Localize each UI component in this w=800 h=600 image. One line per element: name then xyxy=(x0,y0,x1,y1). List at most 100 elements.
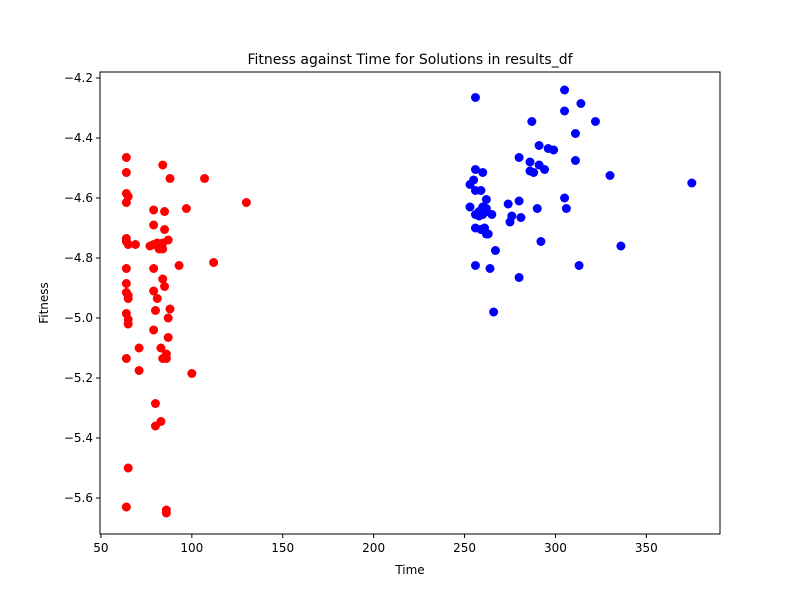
scatter-point-blue-24 xyxy=(476,186,486,195)
scatter-point-red-38 xyxy=(149,286,159,296)
scatter-point-red-17 xyxy=(121,354,131,363)
scatter-point-blue-12 xyxy=(525,157,535,167)
scatter-point-blue-1 xyxy=(560,85,570,95)
chart-title: Fitness against Time for Solutions in re… xyxy=(247,52,573,68)
scatter-point-blue-22 xyxy=(465,180,475,189)
scatter-point-blue-30 xyxy=(561,204,571,213)
scatter-point-blue-52 xyxy=(485,264,495,273)
scatter-point-blue-27 xyxy=(514,196,524,206)
y-tick-label-5: −5.2 xyxy=(64,371,93,385)
scatter-point-red-8 xyxy=(130,240,140,249)
scatter-point-red-10 xyxy=(121,279,131,288)
x-tick-label-250: 250 xyxy=(453,541,476,555)
scatter-point-blue-47 xyxy=(483,229,493,239)
scatter-point-blue-17 xyxy=(470,165,480,174)
scatter-point-blue-25 xyxy=(560,193,570,203)
scatter-point-red-33 xyxy=(158,244,168,254)
scatter-point-blue-39 xyxy=(478,210,488,219)
scatter-point-red-37 xyxy=(160,282,170,291)
scatter-point-blue-54 xyxy=(514,273,524,282)
scatter-point-blue-31 xyxy=(465,202,475,212)
scatter-point-red-36 xyxy=(158,274,168,284)
scatter-point-red-59 xyxy=(241,198,251,207)
x-tick-label-350: 350 xyxy=(635,541,658,555)
scatter-point-red-1 xyxy=(121,168,131,177)
scatter-point-blue-18 xyxy=(478,168,488,177)
scatter-point-blue-36 xyxy=(487,210,497,219)
x-axis-label: Time xyxy=(394,563,424,577)
scatter-point-red-55 xyxy=(174,261,184,270)
scatter-point-blue-3 xyxy=(560,106,570,116)
scatter-point-red-16 xyxy=(123,319,133,329)
scatter-point-red-22 xyxy=(158,160,168,170)
scatter-point-red-39 xyxy=(152,294,162,303)
x-tick-label-50: 50 xyxy=(93,541,108,555)
x-tick-label-200: 200 xyxy=(362,541,385,555)
scatter-point-red-18 xyxy=(134,343,144,353)
scatter-point-blue-11 xyxy=(570,156,580,165)
y-tick-label-6: −5.4 xyxy=(64,431,93,445)
scatter-point-blue-28 xyxy=(503,199,513,209)
scatter-point-red-53 xyxy=(161,508,171,518)
y-tick-label-1: −4.4 xyxy=(64,131,93,145)
scatter-point-blue-49 xyxy=(616,241,626,251)
scatter-point-red-4 xyxy=(123,192,133,201)
scatter-point-red-56 xyxy=(187,369,197,378)
scatter-point-red-26 xyxy=(149,220,159,230)
y-tick-label-4: −5.0 xyxy=(64,311,93,325)
scatter-point-red-13 xyxy=(123,294,133,303)
scatter-point-red-51 xyxy=(150,421,160,431)
y-tick-label-0: −4.2 xyxy=(64,71,93,85)
scatter-point-red-23 xyxy=(165,174,175,183)
scatter-point-red-41 xyxy=(150,306,160,315)
y-axis: −4.2 −4.4 −4.6 −4.8 −5.0 −5.2 −5.4 −5.6 xyxy=(64,71,100,505)
points-layer xyxy=(121,85,697,518)
plot-frame xyxy=(99,71,721,535)
scatter-point-blue-0 xyxy=(470,93,480,102)
scatter-point-blue-5 xyxy=(527,117,537,126)
x-axis: 50 100 150 200 250 300 350 xyxy=(93,534,658,555)
scatter-point-blue-16 xyxy=(529,168,539,177)
scatter-point-red-40 xyxy=(165,304,175,314)
scatter-point-red-20 xyxy=(123,463,133,473)
scatter-point-blue-51 xyxy=(470,261,480,270)
scatter-point-blue-55 xyxy=(489,307,499,317)
scatter-point-red-44 xyxy=(163,333,173,342)
x-tick-label-150: 150 xyxy=(271,541,294,555)
scatter-point-blue-42 xyxy=(505,217,515,227)
scatter-point-red-24 xyxy=(149,205,159,215)
y-axis-label: Fitness xyxy=(37,282,51,324)
scatter-point-blue-7 xyxy=(534,141,544,150)
scatter-point-red-45 xyxy=(156,343,166,353)
scatter-point-red-19 xyxy=(134,366,144,375)
scatter-point-red-7 xyxy=(123,240,133,249)
scatter-point-blue-14 xyxy=(540,165,550,174)
scatter-point-red-43 xyxy=(149,325,159,335)
scatter-point-red-49 xyxy=(150,399,160,408)
scatter-point-red-25 xyxy=(160,207,170,216)
scatter-point-red-9 xyxy=(121,264,131,273)
scatter-point-red-58 xyxy=(209,258,219,267)
scatter-point-blue-41 xyxy=(516,213,526,222)
scatter-point-blue-2 xyxy=(576,99,586,108)
scatter-point-red-21 xyxy=(121,502,131,512)
y-tick-label-2: −4.6 xyxy=(64,191,93,205)
scatter-point-red-54 xyxy=(181,204,191,213)
scatter-point-blue-6 xyxy=(570,129,580,138)
scatter-point-red-48 xyxy=(161,354,171,363)
y-tick-label-3: −4.8 xyxy=(64,251,93,265)
scatter-point-blue-50 xyxy=(490,246,500,255)
y-tick-label-7: −5.6 xyxy=(64,491,93,505)
scatter-point-blue-9 xyxy=(549,145,559,155)
scatter-point-blue-48 xyxy=(536,237,546,246)
scatter-point-blue-26 xyxy=(481,195,491,204)
scatter-point-red-34 xyxy=(163,235,173,245)
scatter-point-blue-19 xyxy=(605,171,615,180)
scatter-point-red-0 xyxy=(121,153,131,162)
x-tick-label-100: 100 xyxy=(180,541,203,555)
scatter-point-blue-20 xyxy=(687,178,697,188)
scatter-point-blue-53 xyxy=(574,261,584,270)
scatter-point-red-57 xyxy=(200,174,210,183)
